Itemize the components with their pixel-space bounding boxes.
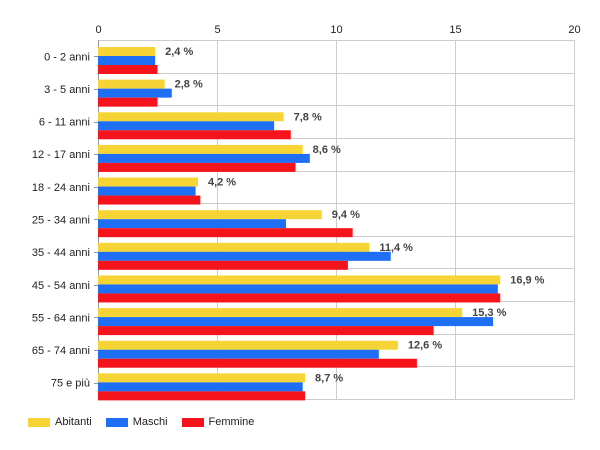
bar-abitanti — [98, 144, 303, 154]
bar-abitanti — [98, 210, 322, 220]
data-label: 12,6 % — [408, 340, 442, 352]
legend-swatch — [105, 417, 128, 427]
data-label: 9,4 % — [332, 209, 360, 221]
category-labels: 0 - 2 anni 3 - 5 anni 6 - 11 anni 12 - 17 a… — [32, 51, 98, 390]
category-label: 55 - 64 anni — [32, 312, 90, 324]
category-label: 35 - 44 anni — [32, 247, 90, 259]
category-label: 75 e più — [51, 378, 90, 390]
data-label: 7,8 % — [294, 111, 322, 123]
bar-maschi — [98, 56, 156, 65]
x-tick-label: 5 — [214, 24, 220, 36]
bar-abitanti — [98, 275, 501, 285]
bar-abitanti — [98, 308, 463, 318]
bar-maschi — [98, 219, 287, 229]
category-label: 12 - 17 anni — [32, 149, 90, 161]
bar-abitanti — [98, 177, 198, 187]
category-label: 25 - 34 anni — [32, 215, 90, 227]
category-label: 45 - 54 anni — [32, 280, 90, 292]
category-label: 0 - 2 anni — [44, 51, 90, 63]
bar-femmine — [98, 130, 291, 140]
legend-item-femmine: Femmine — [181, 416, 255, 428]
bar-femmine — [98, 228, 353, 238]
bar-abitanti — [98, 242, 370, 252]
data-label: 8,7 % — [315, 372, 343, 384]
category-label: 6 - 11 anni — [39, 117, 90, 129]
legend-item-abitanti: Abitanti — [28, 416, 92, 428]
data-labels: 2,4 % 2,8 % 7,8 % 8,6 % 4,2 % 9,4 % 11,4 % 16,9… — [165, 46, 545, 384]
bars — [98, 47, 501, 401]
bar-maschi — [98, 317, 494, 327]
legend: Abitanti Maschi Femmine — [28, 416, 268, 428]
x-axis-ticks: 0 5 10 15 20 — [95, 24, 580, 36]
bar-maschi — [98, 121, 275, 131]
bar-femmine — [98, 293, 501, 303]
bar-maschi — [98, 88, 172, 98]
bar-femmine — [98, 195, 201, 205]
bar-maschi — [98, 382, 303, 392]
bar-abitanti — [98, 373, 306, 383]
x-tick-label: 20 — [568, 24, 580, 36]
data-label: 2,8 % — [175, 79, 203, 91]
bar-abitanti — [98, 79, 165, 89]
bar-femmine — [98, 162, 296, 172]
data-label: 8,6 % — [313, 144, 341, 156]
data-label: 4,2 % — [208, 177, 236, 189]
bar-maschi — [98, 186, 196, 196]
bar-abitanti — [98, 112, 284, 122]
x-tick-label: 15 — [449, 24, 461, 36]
bar-maschi — [98, 251, 391, 261]
bar-abitanti — [98, 47, 156, 56]
legend-item-maschi: Maschi — [105, 416, 168, 428]
legend-swatch — [28, 417, 50, 427]
bar-abitanti — [98, 340, 398, 350]
legend-label: Femmine — [208, 416, 255, 428]
category-label: 3 - 5 anni — [44, 84, 90, 96]
bar-maschi — [98, 153, 310, 163]
bar-maschi — [98, 349, 379, 359]
bar-femmine — [98, 326, 434, 336]
category-label: 65 - 74 anni — [32, 345, 90, 357]
bar-femmine — [98, 358, 417, 368]
bar-femmine — [98, 65, 158, 74]
data-label: 11,4 % — [379, 242, 413, 254]
data-label: 2,4 % — [165, 46, 193, 58]
x-tick-label: 0 — [95, 24, 101, 36]
legend-swatch — [181, 417, 204, 427]
bar-femmine — [98, 97, 158, 107]
bar-maschi — [98, 284, 498, 294]
legend-label: Maschi — [132, 416, 168, 428]
data-label: 16,9 % — [510, 274, 544, 286]
data-label: 15,3 % — [472, 307, 506, 319]
bar-femmine — [98, 260, 348, 270]
category-label: 18 - 24 anni — [32, 182, 90, 194]
bar-femmine — [98, 391, 306, 401]
x-tick-label: 10 — [330, 24, 342, 36]
legend-label: Abitanti — [55, 416, 92, 428]
